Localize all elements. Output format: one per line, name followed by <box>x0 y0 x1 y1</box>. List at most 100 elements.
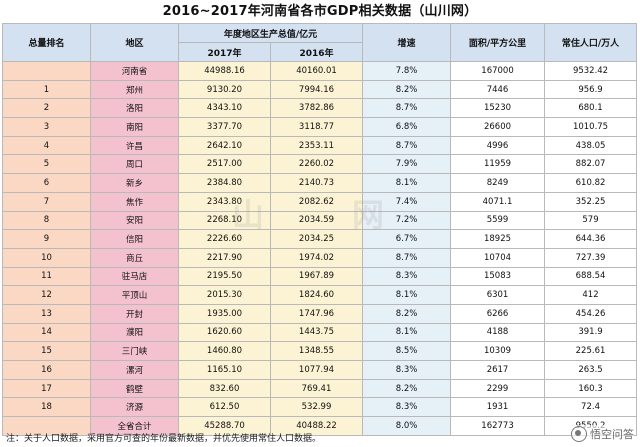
gdp-2017-cell: 9130.20 <box>178 79 271 100</box>
gdp-2016-cell: 40160.01 <box>269 61 364 81</box>
growth-cell: 8.3% <box>362 360 452 380</box>
region-cell: 安阳 <box>90 210 179 231</box>
gdp-2017-cell: 612.50 <box>178 397 271 418</box>
gdp-2016-cell: 2260.02 <box>269 154 364 175</box>
rank-cell: 7 <box>2 191 91 212</box>
growth-cell: 8.5% <box>362 341 452 361</box>
region-cell: 平顶山 <box>90 285 179 305</box>
rank-cell: 6 <box>2 173 91 193</box>
gdp-2017-cell: 2195.50 <box>178 266 271 287</box>
table-row: 5 周口 2517.00 2260.02 7.9% 11959 882.07 <box>2 154 638 175</box>
region-cell: 商丘 <box>90 247 179 268</box>
growth-cell: 8.3% <box>362 397 452 418</box>
region-cell: 鹤壁 <box>90 378 179 399</box>
growth-cell: 8.7% <box>362 98 452 119</box>
gdp-2017-cell: 45288.70 <box>178 416 271 436</box>
area-cell: 7446 <box>450 79 546 100</box>
area-cell: 4188 <box>450 322 546 343</box>
gdp-2016-cell: 769.41 <box>269 378 364 399</box>
gdp-2016-cell: 1967.89 <box>269 266 364 287</box>
table-row: 8 安阳 2268.10 2034.59 7.2% 5599 579 <box>2 210 638 231</box>
population-cell: 438.05 <box>544 135 638 156</box>
population-cell: 882.07 <box>544 154 638 175</box>
logo-icon <box>571 426 587 442</box>
rank-cell: 9 <box>2 229 91 249</box>
gdp-2017-cell: 4343.10 <box>178 98 271 119</box>
region-cell: 濮阳 <box>90 322 179 343</box>
area-cell: 1931 <box>450 397 546 418</box>
population-cell: 727.39 <box>544 247 638 268</box>
gdp-2016-cell: 7994.16 <box>269 79 364 100</box>
growth-cell: 8.7% <box>362 135 452 156</box>
table-row: 9 信阳 2226.60 2034.25 6.7% 18925 644.36 <box>2 229 638 249</box>
region-cell: 郑州 <box>90 79 179 100</box>
region-cell: 河南省 <box>90 61 179 81</box>
gdp-2016-cell: 2353.11 <box>269 135 364 156</box>
area-cell: 18925 <box>450 229 546 249</box>
gdp-2017-cell: 2268.10 <box>178 210 271 231</box>
area-cell: 2299 <box>450 378 546 399</box>
gdp-2016-cell: 532.99 <box>269 397 364 418</box>
rank-cell <box>2 61 91 81</box>
region-cell: 开封 <box>90 303 179 324</box>
gdp-2017-cell: 3377.70 <box>178 117 271 137</box>
growth-cell: 7.9% <box>362 154 452 175</box>
table-title: 2016~2017年河南省各市GDP相关数据（山川网） <box>162 4 478 19</box>
table-body: 河南省 44988.16 40160.01 7.8% 167000 9532.42 1 郑州 9… <box>2 61 638 436</box>
region-cell: 漯河 <box>90 360 179 380</box>
header-area: 面积/平方公里 <box>450 23 546 62</box>
gdp-2016-cell: 1824.60 <box>269 285 364 305</box>
growth-cell: 8.0% <box>362 416 452 436</box>
gdp-2016-cell: 2034.25 <box>269 229 364 249</box>
gdp-2017-cell: 2015.30 <box>178 285 271 305</box>
header-region: 地区 <box>90 23 179 62</box>
area-cell: 15083 <box>450 266 546 287</box>
population-cell: 956.9 <box>544 79 638 100</box>
population-cell: 9532.42 <box>544 61 638 81</box>
gdp-2016-cell: 3782.86 <box>269 98 364 119</box>
area-cell: 10704 <box>450 247 546 268</box>
gdp-2016-cell: 1974.02 <box>269 247 364 268</box>
gdp-2016-cell: 2034.59 <box>269 210 364 231</box>
region-cell: 焦作 <box>90 191 179 212</box>
rank-cell: 5 <box>2 154 91 175</box>
table-row: 4 许昌 2642.10 2353.11 8.7% 4996 438.05 <box>2 135 638 156</box>
area-cell: 167000 <box>450 61 546 81</box>
growth-cell: 7.8% <box>362 61 452 81</box>
gdp-2016-cell: 3118.77 <box>269 117 364 137</box>
rank-cell: 17 <box>2 378 91 399</box>
area-cell: 4996 <box>450 135 546 156</box>
table-row: 3 南阳 3377.70 3118.77 6.8% 26600 1010.75 <box>2 117 638 137</box>
population-cell: 680.1 <box>544 98 638 119</box>
gdp-2016-cell: 1443.75 <box>269 322 364 343</box>
rank-cell: 15 <box>2 341 91 361</box>
growth-cell: 7.2% <box>362 210 452 231</box>
area-cell: 6266 <box>450 303 546 324</box>
gdp-2016-cell: 40488.22 <box>269 416 364 436</box>
rank-cell: 16 <box>2 360 91 380</box>
gdp-2017-cell: 2226.60 <box>178 229 271 249</box>
growth-cell: 8.7% <box>362 247 452 268</box>
table-row: 河南省 44988.16 40160.01 7.8% 167000 9532.42 <box>2 61 638 81</box>
population-cell: 454.26 <box>544 303 638 324</box>
rank-cell: 10 <box>2 247 91 268</box>
region-cell: 许昌 <box>90 135 179 156</box>
table-row: 12 平顶山 2015.30 1824.60 8.1% 6301 412 <box>2 285 638 305</box>
rank-cell: 11 <box>2 266 91 287</box>
gdp-2017-cell: 44988.16 <box>178 61 271 81</box>
watermark-logo-text: 悟空问答 <box>590 428 634 441</box>
header-gdp-group: 年度地区生产总值/亿元 <box>177 23 364 43</box>
growth-cell: 8.2% <box>362 79 452 100</box>
population-cell: 352.25 <box>544 191 638 212</box>
gdp-2017-cell: 2642.10 <box>178 135 271 156</box>
region-cell: 南阳 <box>90 117 179 137</box>
area-cell: 11959 <box>450 154 546 175</box>
rank-cell: 12 <box>2 285 91 305</box>
gdp-2016-cell: 2140.73 <box>269 173 364 193</box>
gdp-2016-cell: 1077.94 <box>269 360 364 380</box>
area-cell: 6301 <box>450 285 546 305</box>
table-row: 14 濮阳 1620.60 1443.75 8.1% 4188 391.9 <box>2 322 638 343</box>
gdp-2017-cell: 1165.10 <box>178 360 271 380</box>
rank-cell: 18 <box>2 397 91 418</box>
